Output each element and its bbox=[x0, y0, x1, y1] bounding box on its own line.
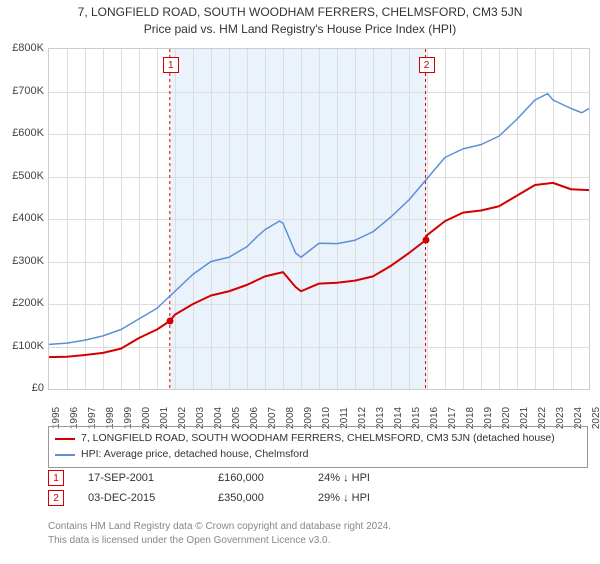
legend-swatch bbox=[55, 454, 75, 456]
title-line-1: 7, LONGFIELD ROAD, SOUTH WOODHAM FERRERS… bbox=[0, 4, 600, 21]
annotation-row: 2 03-DEC-2015£350,00029% ↓ HPI bbox=[48, 488, 438, 508]
chart-area: 12 bbox=[48, 48, 590, 390]
y-tick-label: £600K bbox=[0, 127, 44, 139]
annotation-row: 1 17-SEP-2001£160,00024% ↓ HPI bbox=[48, 468, 438, 488]
legend-label: 7, LONGFIELD ROAD, SOUTH WOODHAM FERRERS… bbox=[81, 431, 555, 447]
annotations-table: 1 17-SEP-2001£160,00024% ↓ HPI 2 03-DEC-201… bbox=[48, 468, 438, 508]
y-tick-label: £0 bbox=[0, 382, 44, 394]
y-tick-label: £500K bbox=[0, 170, 44, 182]
plot-svg bbox=[49, 49, 589, 389]
legend-item: HPI: Average price, detached house, Chel… bbox=[55, 447, 581, 463]
y-tick-label: £300K bbox=[0, 255, 44, 267]
y-tick-label: £700K bbox=[0, 85, 44, 97]
series-hpi bbox=[49, 94, 589, 345]
sale-marker-box: 2 bbox=[419, 57, 435, 73]
annotation-pct: 24% ↓ HPI bbox=[318, 472, 438, 484]
footer: Contains HM Land Registry data © Crown c… bbox=[48, 520, 391, 548]
footer-line-2: This data is licensed under the Open Gov… bbox=[48, 534, 391, 548]
y-tick-label: £200K bbox=[0, 297, 44, 309]
annotation-pct: 29% ↓ HPI bbox=[318, 492, 438, 504]
legend-swatch bbox=[55, 438, 75, 440]
legend-label: HPI: Average price, detached house, Chel… bbox=[81, 447, 308, 463]
footer-line-1: Contains HM Land Registry data © Crown c… bbox=[48, 520, 391, 534]
annotation-number-box: 1 bbox=[48, 470, 64, 486]
y-tick-label: £800K bbox=[0, 42, 44, 54]
sale-point-dot bbox=[166, 318, 173, 325]
y-tick-label: £100K bbox=[0, 340, 44, 352]
series-property bbox=[49, 183, 589, 357]
annotation-price: £160,000 bbox=[218, 472, 318, 484]
annotation-price: £350,000 bbox=[218, 492, 318, 504]
annotation-date: 03-DEC-2015 bbox=[88, 492, 218, 504]
title-line-2: Price paid vs. HM Land Registry's House … bbox=[0, 21, 600, 38]
sale-point-dot bbox=[422, 237, 429, 244]
root: 7, LONGFIELD ROAD, SOUTH WOODHAM FERRERS… bbox=[0, 4, 600, 564]
sale-marker-box: 1 bbox=[163, 57, 179, 73]
y-tick-label: £400K bbox=[0, 212, 44, 224]
x-tick-label: 2025 bbox=[591, 407, 600, 429]
legend-item: 7, LONGFIELD ROAD, SOUTH WOODHAM FERRERS… bbox=[55, 431, 581, 447]
legend: 7, LONGFIELD ROAD, SOUTH WOODHAM FERRERS… bbox=[48, 426, 588, 468]
annotation-date: 17-SEP-2001 bbox=[88, 472, 218, 484]
annotation-number-box: 2 bbox=[48, 490, 64, 506]
